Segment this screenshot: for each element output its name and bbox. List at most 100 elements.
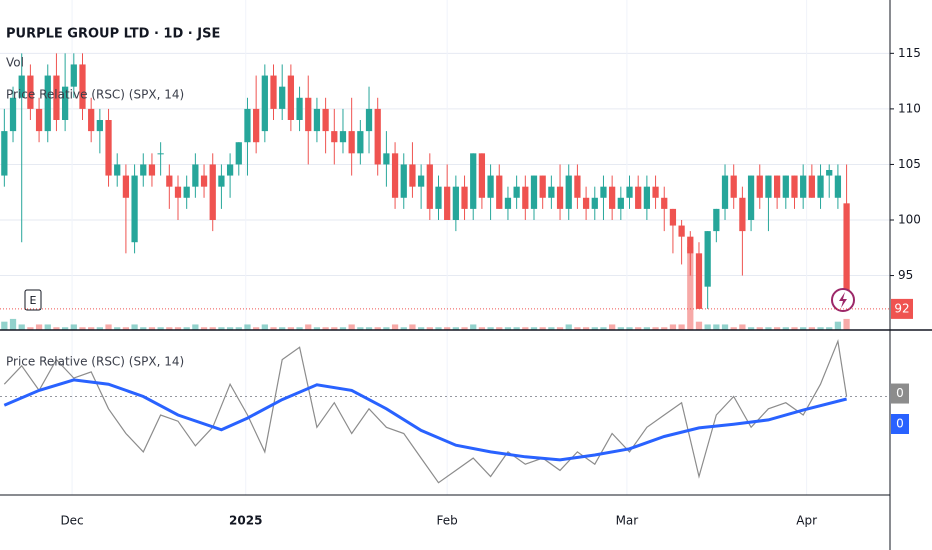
candle-body: [348, 131, 355, 154]
volume-bar: [626, 327, 633, 330]
indicator-badge: [891, 414, 909, 434]
indicator-pane-legend: Price Relative (RSC) (SPX, 14): [6, 355, 184, 369]
candle-body: [504, 197, 512, 209]
candle-body: [452, 186, 459, 220]
candle-body: [61, 86, 69, 120]
candle-body: [279, 86, 286, 109]
candle-body: [539, 175, 546, 198]
volume-bar: [548, 327, 555, 330]
candle-body: [834, 175, 842, 198]
candle-body: [339, 131, 347, 143]
x-tick-label: Apr: [796, 514, 817, 528]
candle-body: [695, 253, 703, 309]
candle-body: [461, 186, 468, 209]
volume-bar: [522, 327, 529, 330]
volume-bar: [470, 324, 477, 330]
earnings-box[interactable]: [24, 289, 42, 311]
candle-body: [713, 208, 720, 232]
y-tick-label: 95: [898, 268, 913, 282]
volume-bar: [678, 324, 685, 330]
candle-body: [652, 186, 659, 198]
candle-body: [296, 97, 303, 120]
y-tick-label: 110: [898, 101, 921, 115]
candle-body: [739, 197, 746, 232]
candle-body: [669, 208, 677, 226]
candle-body: [721, 175, 729, 209]
candle-body: [209, 164, 216, 220]
volume-bar: [322, 327, 329, 330]
candle-body: [635, 186, 642, 209]
candle-body: [530, 175, 538, 209]
volume-bar: [539, 327, 546, 330]
volume-bar: [713, 324, 720, 330]
volume-bar: [747, 327, 755, 330]
volume-bar: [417, 327, 425, 330]
volume-bar: [756, 327, 763, 330]
volume-bar: [773, 327, 781, 330]
candle-body: [556, 186, 564, 209]
candle-body: [331, 131, 338, 143]
candle-body: [383, 153, 390, 165]
candle-body: [435, 186, 442, 209]
candle-body: [44, 75, 51, 132]
candle-body: [218, 175, 225, 187]
volume-bar: [296, 327, 303, 330]
alert-icon[interactable]: [831, 288, 855, 312]
candle-body: [313, 108, 321, 132]
volume-bar: [174, 327, 182, 330]
indicator-badge-label: 0: [896, 417, 904, 431]
candle-body: [487, 175, 494, 198]
volume-bar: [218, 327, 225, 330]
volume-bar: [140, 327, 147, 330]
volume-bar: [357, 327, 364, 330]
candle-body: [96, 120, 103, 132]
candle-body: [114, 164, 121, 176]
candle-body: [88, 108, 95, 132]
volume-bar: [721, 324, 729, 330]
volume-bar: [635, 327, 642, 330]
candle-body: [496, 175, 503, 209]
candle-body: [600, 186, 607, 198]
volume-bar: [496, 327, 503, 330]
indicator-badge: [891, 383, 909, 404]
volume-bar: [88, 327, 95, 330]
candle-body: [18, 75, 25, 98]
candle-body: [157, 153, 164, 155]
earnings-label[interactable]: E: [30, 294, 37, 307]
candle-body: [800, 175, 807, 198]
volume-bar: [617, 327, 624, 330]
volume-bar: [800, 327, 807, 330]
volume-bar: [582, 327, 590, 330]
candle-body: [522, 186, 529, 209]
volume-bar: [704, 324, 711, 330]
volume-bar: [44, 324, 51, 330]
volume-bar: [122, 327, 130, 330]
volume-bar: [209, 327, 216, 330]
volume-bar: [817, 327, 824, 330]
candle-body: [192, 164, 199, 187]
candle-body: [643, 186, 651, 209]
volume-bar: [478, 327, 486, 330]
volume-bar: [652, 327, 659, 330]
volume-bar: [687, 246, 694, 330]
volume-bar: [18, 324, 25, 330]
candle-body: [417, 175, 425, 187]
candle-body: [105, 120, 112, 176]
volume-bar: [400, 327, 407, 330]
volume-bar: [61, 327, 69, 330]
volume-bar: [383, 327, 390, 330]
volume-bar: [183, 327, 190, 330]
x-tick-label: Dec: [60, 514, 83, 528]
volume-bar: [131, 324, 138, 330]
volume-bar: [834, 321, 842, 330]
candle-body: [35, 108, 43, 132]
volume-bar: [70, 324, 77, 330]
earnings-marker[interactable]: E: [24, 289, 42, 311]
candle-body: [747, 175, 755, 220]
alert-bolt[interactable]: [839, 292, 847, 308]
candle-body: [817, 175, 824, 198]
candle-body: [261, 75, 268, 132]
volume-bar: [600, 327, 607, 330]
volume-bar: [444, 327, 451, 330]
